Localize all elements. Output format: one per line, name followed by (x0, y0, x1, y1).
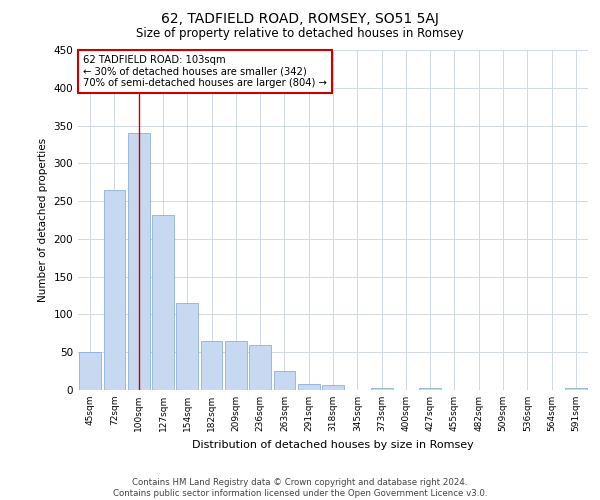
Bar (565, 388, 587, 390)
Bar (176, 303, 198, 390)
Bar (79, 352, 101, 390)
Bar (152, 214, 174, 390)
Bar (322, 384, 344, 390)
Bar (249, 344, 271, 390)
Bar (371, 388, 392, 390)
X-axis label: Distribution of detached houses by size in Romsey: Distribution of detached houses by size … (192, 440, 474, 450)
Bar (200, 341, 223, 390)
Text: 62, TADFIELD ROAD, ROMSEY, SO51 5AJ: 62, TADFIELD ROAD, ROMSEY, SO51 5AJ (161, 12, 439, 26)
Text: 62 TADFIELD ROAD: 103sqm
← 30% of detached houses are smaller (342)
70% of semi-: 62 TADFIELD ROAD: 103sqm ← 30% of detach… (83, 55, 327, 88)
Bar (298, 384, 320, 390)
Bar (274, 371, 295, 390)
Bar (419, 388, 441, 390)
Bar (225, 341, 247, 390)
Text: Contains HM Land Registry data © Crown copyright and database right 2024.
Contai: Contains HM Land Registry data © Crown c… (113, 478, 487, 498)
Bar (104, 190, 125, 390)
Bar (128, 133, 149, 390)
Y-axis label: Number of detached properties: Number of detached properties (38, 138, 48, 302)
Text: Size of property relative to detached houses in Romsey: Size of property relative to detached ho… (136, 28, 464, 40)
